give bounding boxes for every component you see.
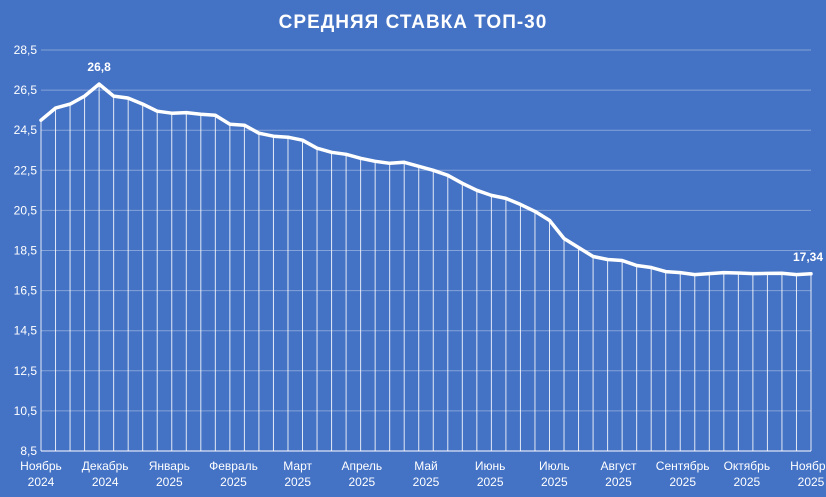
- y-tick-label: 12,5: [14, 364, 38, 378]
- y-tick-label: 14,5: [14, 324, 38, 338]
- x-tick-month: Июль: [539, 459, 570, 473]
- x-tick-year: 2024: [92, 475, 119, 489]
- x-tick-year: 2025: [798, 475, 825, 489]
- x-tick-year: 2025: [220, 475, 247, 489]
- y-tick-label: 20,5: [14, 203, 38, 217]
- chart-title: СРЕДНЯЯ СТАВКА ТОП-30: [278, 12, 548, 33]
- y-tick-label: 24,5: [14, 123, 38, 137]
- y-tick-label: 18,5: [14, 244, 38, 258]
- x-tick-year: 2025: [477, 475, 504, 489]
- x-tick-month: Февраль: [209, 459, 258, 473]
- x-tick-month: Июнь: [475, 459, 506, 473]
- x-tick-year: 2025: [284, 475, 311, 489]
- x-tick-month: Сентябрь: [656, 459, 710, 473]
- y-tick-label: 22,5: [14, 163, 38, 177]
- y-tick-label: 26,5: [14, 83, 38, 97]
- x-tick-year: 2025: [156, 475, 183, 489]
- x-tick-year: 2025: [669, 475, 696, 489]
- y-tick-label: 8,5: [20, 444, 37, 458]
- series-layer: [39, 82, 813, 277]
- x-tick-month: Январь: [149, 459, 190, 473]
- x-tick-month: Ноябрь: [790, 459, 826, 473]
- x-tick-month: Ноябрь: [20, 459, 62, 473]
- labels-layer: 8,5 10,5 12,5 14,5 16,5 18,5 20,5 22,5 24,5 26,5 2…: [14, 43, 826, 489]
- x-tick-year: 2024: [28, 475, 55, 489]
- x-tick-year: 2025: [733, 475, 760, 489]
- x-tick-month: Август: [600, 459, 637, 473]
- x-tick-year: 2025: [413, 475, 440, 489]
- data-label: 26,8: [87, 60, 111, 74]
- grid-layer: [41, 49, 811, 452]
- x-tick-month: Декабрь: [82, 459, 129, 473]
- x-tick-month: Октябрь: [724, 459, 771, 473]
- x-tick-month: Апрель: [341, 459, 382, 473]
- series-line: [39, 82, 813, 277]
- y-tick-label: 10,5: [14, 404, 38, 418]
- y-tick-label: 16,5: [14, 284, 38, 298]
- x-tick-year: 2025: [541, 475, 568, 489]
- x-tick-month: Май: [414, 459, 438, 473]
- x-tick-year: 2025: [348, 475, 375, 489]
- data-label: 17,34: [793, 250, 823, 264]
- y-tick-label: 28,5: [14, 43, 38, 57]
- x-tick-month: Март: [283, 459, 312, 473]
- drop-lines: [40, 84, 812, 451]
- x-tick-year: 2025: [605, 475, 632, 489]
